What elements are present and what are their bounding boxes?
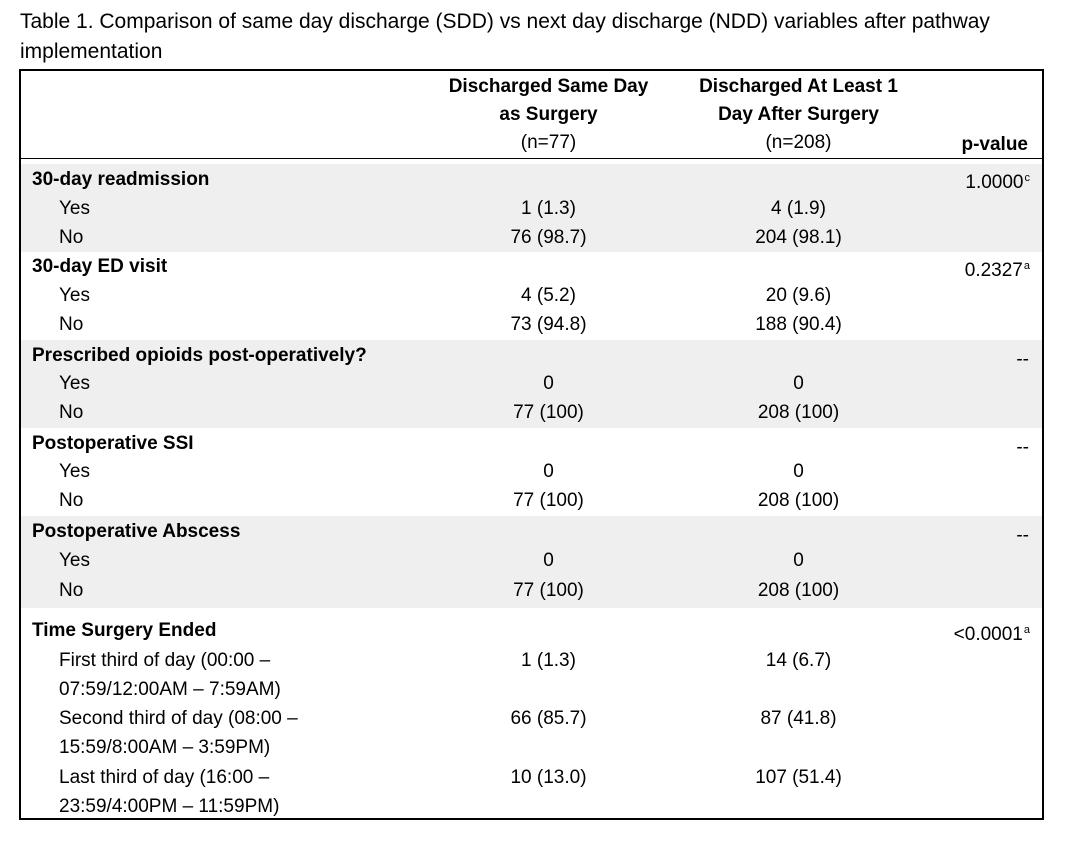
header-pvalue-label: p-value xyxy=(961,134,1028,155)
section-ssi: Postoperative SSI -- Yes 0 0 No 77 (100)… xyxy=(21,428,1042,516)
section-label: 30-day readmission xyxy=(32,169,210,190)
sdd-value: 66 (85.7) xyxy=(510,708,587,729)
sdd-value: 10 (13.0) xyxy=(510,767,587,788)
sdd-value: 73 (94.8) xyxy=(510,314,587,335)
table-caption: Table 1. Comparison of same day discharg… xyxy=(20,10,990,63)
row-label-line2: 23:59/4:00PM – 11:59PM) xyxy=(59,796,280,817)
row-label-line1: First third of day (00:00 – xyxy=(59,650,271,671)
sdd-value: 0 xyxy=(543,550,554,571)
ndd-value: 204 (98.1) xyxy=(755,227,842,248)
p-value: <0.0001a xyxy=(953,624,1030,645)
row-label: No xyxy=(59,580,84,601)
ndd-value: 4 (1.9) xyxy=(771,198,826,219)
header-sdd-line1: Discharged Same Day xyxy=(448,76,649,97)
sdd-value: 0 xyxy=(543,461,554,482)
section-label: Time Surgery Ended xyxy=(32,620,217,641)
sdd-value: 1 (1.3) xyxy=(521,198,576,219)
sdd-value: 0 xyxy=(543,373,554,394)
section-label: Postoperative Abscess xyxy=(32,521,241,542)
ndd-value: 208 (100) xyxy=(757,490,840,511)
row-label: Yes xyxy=(59,198,90,219)
ndd-value: 208 (100) xyxy=(757,402,840,423)
ndd-value: 87 (41.8) xyxy=(760,708,837,729)
header-pvalue: p-value xyxy=(961,131,1028,159)
row-label-line1: Last third of day (16:00 – xyxy=(59,767,270,788)
row-label-line2: 07:59/12:00AM – 7:59AM) xyxy=(59,679,281,700)
ndd-value: 107 (51.4) xyxy=(755,767,842,788)
row-label: Yes xyxy=(59,285,90,306)
row-label: Yes xyxy=(59,550,90,571)
row-label: Second third of day (08:00 – 15:59/8:00A… xyxy=(59,704,379,762)
section-abscess: Postoperative Abscess -- Yes 0 0 No 77 (… xyxy=(21,516,1042,608)
header-sdd-n: (n=77) xyxy=(520,132,577,153)
p-value: 0.2327a xyxy=(964,260,1030,281)
section-opioids: Prescribed opioids post-operatively? -- … xyxy=(21,340,1042,428)
ndd-value: 188 (90.4) xyxy=(755,314,842,335)
sdd-value: 77 (100) xyxy=(513,490,584,511)
p-value: -- xyxy=(1016,437,1029,458)
header-ndd-line2: Day After Surgery xyxy=(718,104,879,125)
row-label: Yes xyxy=(59,373,90,394)
p-value: -- xyxy=(1016,525,1029,546)
row-label: No xyxy=(59,490,84,511)
p-value: 1.0000c xyxy=(965,172,1030,193)
header-sdd: Discharged Same Day as Surgery (n=77) xyxy=(426,73,671,157)
results-table: Discharged Same Day as Surgery (n=77) Di… xyxy=(19,69,1044,820)
section-label: Prescribed opioids post-operatively? xyxy=(32,345,367,366)
row-label-line2: 15:59/8:00AM – 3:59PM) xyxy=(59,737,271,758)
ndd-value: 14 (6.7) xyxy=(765,650,832,671)
ndd-value: 20 (9.6) xyxy=(765,285,832,306)
ndd-value: 0 xyxy=(793,461,804,482)
row-label: Yes xyxy=(59,461,90,482)
section-readmission: 30-day readmission 1.0000c Yes 1 (1.3) 4… xyxy=(21,164,1042,252)
header-ndd: Discharged At Least 1 Day After Surgery … xyxy=(676,73,921,157)
header-ndd-line1: Discharged At Least 1 xyxy=(699,76,898,97)
row-label: Last third of day (16:00 – 23:59/4:00PM … xyxy=(59,763,379,821)
sdd-value: 4 (5.2) xyxy=(521,285,576,306)
row-label: No xyxy=(59,314,84,335)
section-label: Postoperative SSI xyxy=(32,433,194,454)
section-ed-visit: 30-day ED visit 0.2327a Yes 4 (5.2) 20 (… xyxy=(21,252,1042,340)
p-value: -- xyxy=(1016,349,1029,370)
sdd-value: 77 (100) xyxy=(513,580,584,601)
header-sdd-line2: as Surgery xyxy=(499,104,598,125)
row-label: No xyxy=(59,402,84,423)
sdd-value: 1 (1.3) xyxy=(521,650,576,671)
row-label: No xyxy=(59,227,84,248)
ndd-value: 0 xyxy=(793,550,804,571)
section-time-surgery-ended: Time Surgery Ended <0.0001a First third … xyxy=(21,616,1042,820)
ndd-value: 208 (100) xyxy=(757,580,840,601)
header-ndd-n: (n=208) xyxy=(765,132,832,153)
ndd-value: 0 xyxy=(793,373,804,394)
row-label-line1: Second third of day (08:00 – xyxy=(59,708,298,729)
sdd-value: 76 (98.7) xyxy=(510,227,587,248)
table-header: Discharged Same Day as Surgery (n=77) Di… xyxy=(21,71,1042,159)
sdd-value: 77 (100) xyxy=(513,402,584,423)
row-label: First third of day (00:00 – 07:59/12:00A… xyxy=(59,646,379,704)
section-label: 30-day ED visit xyxy=(32,256,168,277)
